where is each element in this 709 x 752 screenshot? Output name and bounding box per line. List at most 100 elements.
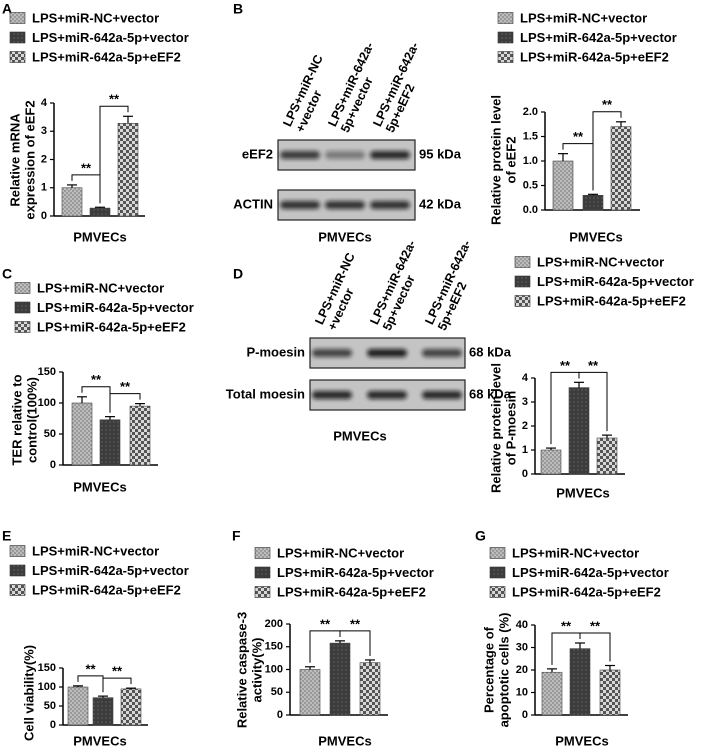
- y-tick-label: 2.0: [523, 106, 538, 118]
- legend-swatch: [497, 31, 514, 44]
- significance-label: **: [588, 358, 599, 373]
- x-axis-label: PMVECs: [556, 485, 609, 500]
- x-axis-label: PMVECs: [555, 733, 608, 748]
- bar: [99, 419, 121, 466]
- y-tick-label: 1.0: [523, 155, 538, 167]
- significance-label: **: [112, 664, 123, 679]
- y-tick-label: 0.0: [523, 204, 538, 216]
- lane-label: LPS+miR-642a-5p+vector: [367, 238, 418, 333]
- y-axis-label-line: Percentage of: [481, 626, 496, 713]
- bar: [92, 697, 114, 726]
- blot-band: [367, 391, 407, 399]
- significance-label: **: [350, 616, 361, 631]
- y-tick-label: 50: [271, 686, 283, 698]
- y-tick-label: 40: [516, 619, 528, 631]
- y-tick-label: 3: [522, 396, 528, 408]
- bar: [541, 671, 563, 716]
- legend-swatch: [254, 586, 271, 598]
- panel-label: C: [2, 266, 12, 282]
- legend-swatch: [489, 586, 506, 598]
- y-tick-label: 3: [41, 125, 47, 137]
- bar: [89, 207, 111, 217]
- row-label: eEF2: [242, 146, 273, 161]
- error-bar: [67, 184, 77, 188]
- bar: [569, 648, 591, 716]
- legend-label: LPS+miR-642a-5p+eEF2: [512, 584, 661, 599]
- y-axis-label-line: activity(%): [249, 637, 264, 702]
- legend-label: LPS+miR-642a-5p+eEF2: [537, 293, 686, 308]
- error-bar: [123, 115, 133, 124]
- y-tick-label: 50: [44, 700, 56, 712]
- blot-band: [280, 151, 320, 159]
- y-tick-label: 4: [522, 372, 529, 384]
- y-axis-label-line: Cell viability(%): [21, 645, 36, 741]
- significance-label: **: [561, 618, 572, 633]
- blot-band: [422, 349, 462, 357]
- y-axis-label-line: Relative protein level: [488, 363, 503, 493]
- bar: [129, 405, 151, 466]
- error-bar: [588, 193, 598, 196]
- row-label: ACTIN: [233, 196, 273, 211]
- error-bar: [575, 642, 585, 649]
- x-axis-label: PMVECs: [73, 229, 126, 244]
- y-tick-label: 1: [522, 444, 528, 456]
- bar: [67, 686, 89, 726]
- y-tick-label: 4: [41, 97, 48, 109]
- bar: [299, 669, 321, 716]
- error-bar: [105, 416, 115, 420]
- significance-label: **: [85, 661, 96, 676]
- row-label: Total moesin: [226, 386, 305, 401]
- legend-swatch: [514, 295, 531, 307]
- row-label: P-moesin: [246, 344, 305, 359]
- significance-label: **: [120, 379, 131, 394]
- bar: [568, 387, 590, 475]
- significance-label: **: [573, 129, 584, 144]
- significance-label: **: [602, 97, 613, 112]
- y-axis-label: Relative protein level of eEF2: [488, 95, 518, 225]
- y-tick-label: 0: [50, 459, 56, 471]
- y-tick-label: 0.5: [523, 179, 538, 191]
- significance-bracket: [592, 111, 622, 191]
- y-axis-label: TER relative to control(100%): [9, 374, 39, 465]
- error-bar: [73, 685, 83, 687]
- panel-label: D: [233, 266, 243, 282]
- y-tick-label: 1.5: [523, 130, 538, 142]
- y-tick-label: 0: [50, 719, 56, 731]
- x-axis-label: PMVECs: [73, 479, 126, 494]
- significance-label: **: [560, 358, 571, 373]
- legend-label: LPS+miR-642a-5p+vector: [32, 30, 189, 45]
- y-axis-label: Cell viability(%): [21, 645, 36, 741]
- y-tick-label: 100: [38, 397, 56, 409]
- legend-label: LPS+miR-642a-5p+eEF2: [277, 584, 426, 599]
- legend-swatch: [9, 545, 26, 557]
- error-bar: [574, 381, 584, 388]
- legend-swatch: [9, 584, 26, 596]
- legend-swatch: [254, 547, 271, 559]
- legend-label: LPS+miR-642a-5p+eEF2: [32, 582, 181, 597]
- error-bar: [547, 668, 557, 673]
- y-axis-label-line: Relative caspase-3: [234, 612, 249, 728]
- error-bar: [602, 434, 612, 438]
- y-tick-label: 0: [522, 709, 528, 721]
- y-axis-label: Relative mRNA expression of eEF2: [7, 100, 37, 219]
- y-tick-label: 20: [516, 664, 528, 676]
- blot-band: [312, 349, 352, 357]
- bar: [552, 160, 574, 211]
- y-axis-label: Percentage of apoptotic cells (%): [481, 613, 511, 728]
- bar: [599, 669, 621, 716]
- error-bar: [98, 695, 108, 698]
- legend-swatch: [514, 275, 531, 288]
- legend-label: LPS+miR-642a-5p+vector: [537, 274, 694, 289]
- legend-label: LPS+miR-NC+vector: [32, 543, 159, 558]
- lane-label: LPS+miR-642a-5p+eEF2: [370, 40, 421, 135]
- legend-swatch: [9, 564, 26, 577]
- bar: [596, 437, 618, 475]
- significance-bracket: [102, 677, 132, 693]
- legend-label: LPS+miR-NC+vector: [37, 280, 164, 295]
- y-axis-label-line: apoptotic cells (%): [496, 613, 511, 728]
- bar: [120, 688, 142, 726]
- blot-band: [422, 391, 462, 399]
- error-bar: [616, 121, 626, 127]
- blot-band: [325, 201, 365, 209]
